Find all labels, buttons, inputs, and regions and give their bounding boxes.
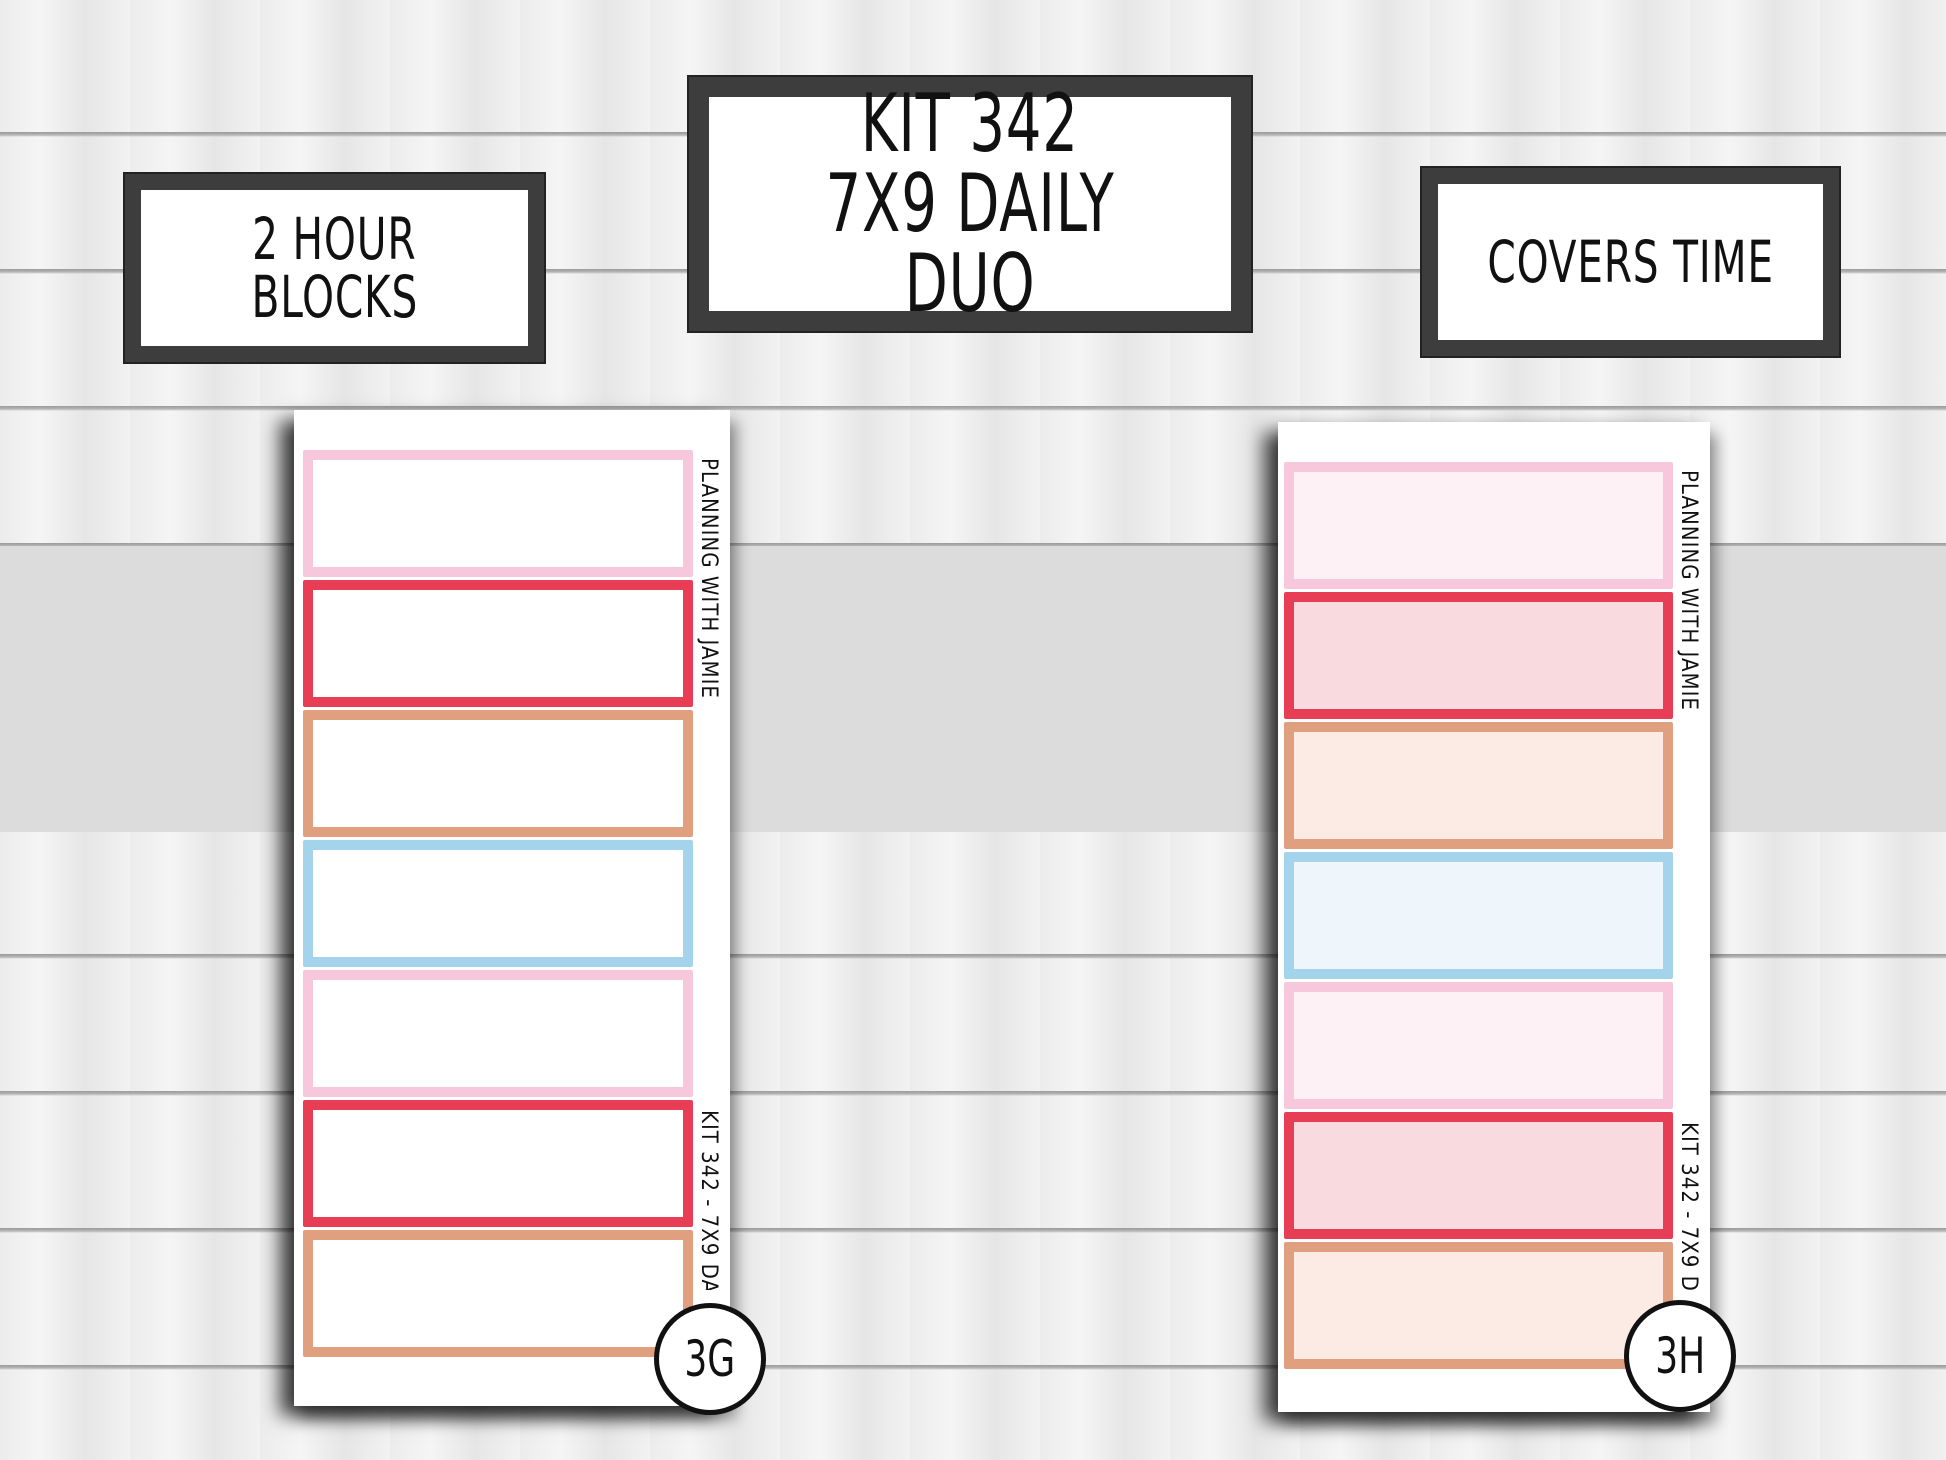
box-sticker [1284,982,1673,1109]
box-sticker [303,970,693,1097]
kit-text: KIT 342 - 7X9 DA [696,1110,721,1290]
sticker-sheet-3g: PLANNING WITH JAMIE KIT 342 - 7X9 DA 3G [294,410,766,1415]
brand-text: PLANNING WITH JAMIE [1676,470,1701,711]
label-covers-time: COVERS TIME [1422,168,1839,356]
box-sticker [1284,462,1673,589]
brand-text: PLANNING WITH JAMIE [696,458,721,699]
label-kit-title: KIT 342 7X9 DAILY DUO [689,77,1251,331]
kit-text: KIT 342 - 7X9 D [1676,1122,1701,1292]
box-sticker [303,1230,693,1357]
box-sticker [1284,852,1673,979]
box-sticker [1284,1112,1673,1239]
label-line: 2 HOUR [252,205,417,273]
box-sticker [303,840,693,967]
sheet-number-badge: 3G [654,1303,766,1415]
box-sticker [303,710,693,837]
box-sticker [303,580,693,707]
label-line: 7X9 DAILY DUO [825,157,1115,330]
box-sticker [1284,592,1673,719]
label-2-hour-blocks: 2 HOUR BLOCKS [125,174,544,362]
box-sticker [1284,722,1673,849]
label-line: COVERS TIME [1487,228,1774,296]
label-line: KIT 342 [860,77,1080,170]
box-sticker [303,1100,693,1227]
sheet-number-badge: 3H [1624,1300,1736,1412]
label-line: BLOCKS [251,263,418,331]
badge-text: 3G [684,1330,736,1388]
box-sticker [303,450,693,577]
sticker-sheet-3h: PLANNING WITH JAMIE KIT 342 - 7X9 D 3H [1278,422,1736,1412]
box-sticker [1284,1242,1673,1369]
badge-text: 3H [1655,1327,1705,1385]
